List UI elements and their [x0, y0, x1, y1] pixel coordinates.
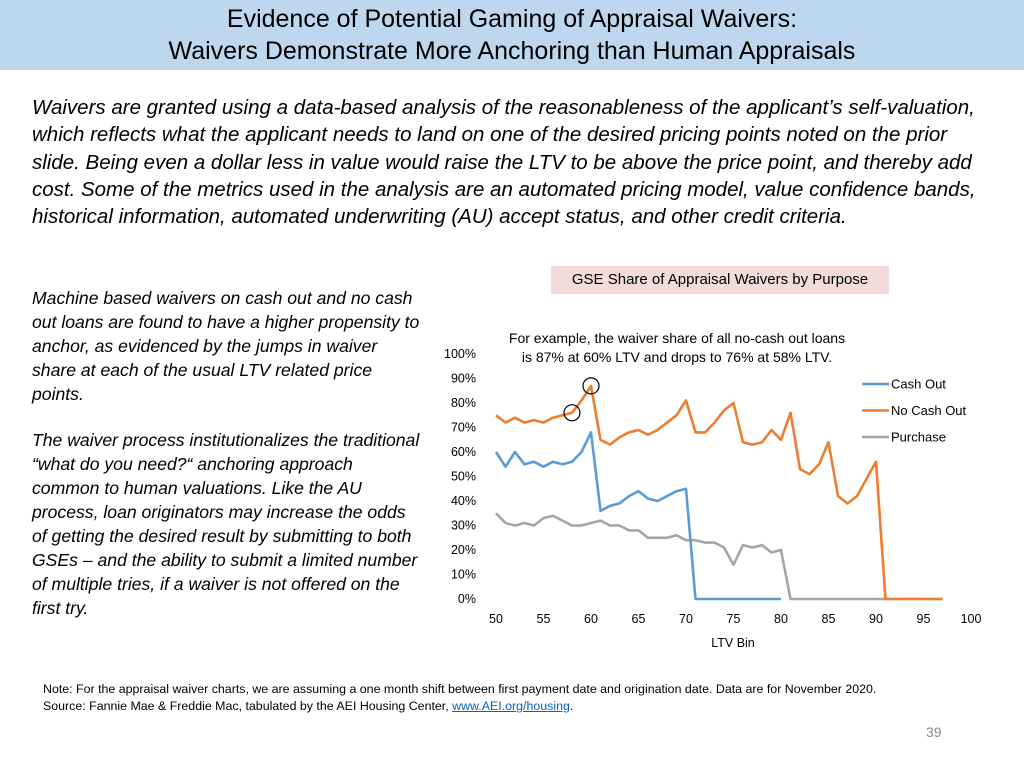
series-line-purchase: [495, 512, 943, 601]
y-tick-label: 40%: [451, 494, 476, 508]
y-tick-label: 50%: [451, 470, 476, 484]
footnote-note: Note: For the appraisal waiver charts, w…: [43, 682, 877, 696]
y-tick-label: 30%: [451, 519, 476, 533]
chart-axes: 0% 10% 20% 30% 40% 50% 60% 70% 80% 90% 100% 50 55 60 6…: [444, 347, 981, 626]
chart-annotation-line-2: is 87% at 60% LTV and drops to 76% at 58…: [522, 349, 832, 365]
slide-title-line-2: Waivers Demonstrate More Anchoring than …: [168, 37, 856, 65]
x-axis-title: LTV Bin: [711, 636, 755, 650]
title-bar: Evidence of Potential Gaming of Appraisa…: [0, 0, 1024, 70]
chart-series: [494, 384, 943, 601]
side-paragraph-anchoring: Machine based waivers on cash out and no…: [32, 288, 420, 404]
aei-housing-link[interactable]: www.AEI.org/housing: [452, 699, 570, 713]
y-tick-label: 80%: [451, 396, 476, 410]
circled-point-marker: [563, 404, 581, 422]
y-tick-label: 100%: [444, 347, 476, 361]
x-tick-label: 65: [632, 612, 646, 626]
y-tick-label: 20%: [451, 543, 476, 557]
chart-title: GSE Share of Appraisal Waivers by Purpos…: [551, 266, 889, 294]
x-tick-label: 70: [679, 612, 693, 626]
x-tick-label: 100: [961, 612, 982, 626]
side-paragraph-waiver-process: The waiver process institutionalizes the…: [32, 430, 420, 618]
y-tick-label: 70%: [451, 421, 476, 435]
chart-legend: Cash Out No Cash Out Purchase: [862, 377, 967, 445]
footnote-source: Source: Fannie Mae & Freddie Mac, tabula…: [43, 697, 573, 716]
x-tick-label: 50: [489, 612, 503, 626]
y-tick-label: 60%: [451, 445, 476, 459]
slide-title-line-1: Evidence of Potential Gaming of Appraisa…: [226, 5, 798, 33]
x-tick-label: 55: [537, 612, 551, 626]
x-tick-label: 95: [917, 612, 931, 626]
source-prefix: Source: Fannie Mae & Freddie Mac, tabula…: [43, 699, 453, 713]
series-line-no-cash-out: [495, 384, 943, 601]
y-tick-label: 90%: [451, 372, 476, 386]
legend-label: Cash Out: [891, 377, 946, 392]
source-suffix: .: [569, 699, 574, 713]
circled-point-marker: [582, 377, 600, 395]
x-tick-label: 60: [584, 612, 598, 626]
x-tick-label: 85: [822, 612, 836, 626]
chart-circled-points: [563, 377, 600, 422]
legend-label: No Cash Out: [891, 403, 967, 418]
x-tick-label: 90: [869, 612, 883, 626]
y-tick-label: 0%: [458, 592, 476, 606]
legend-label: Purchase: [891, 430, 946, 445]
x-tick-label: 80: [774, 612, 788, 626]
intro-paragraph: Waivers are granted using a data-based a…: [32, 96, 976, 229]
chart-annotation-line-1: For example, the waiver share of all no-…: [509, 330, 845, 346]
y-tick-label: 10%: [451, 568, 476, 582]
series-line-cash-out: [494, 431, 781, 601]
x-tick-label: 75: [727, 612, 741, 626]
page-number: 39: [926, 724, 942, 740]
